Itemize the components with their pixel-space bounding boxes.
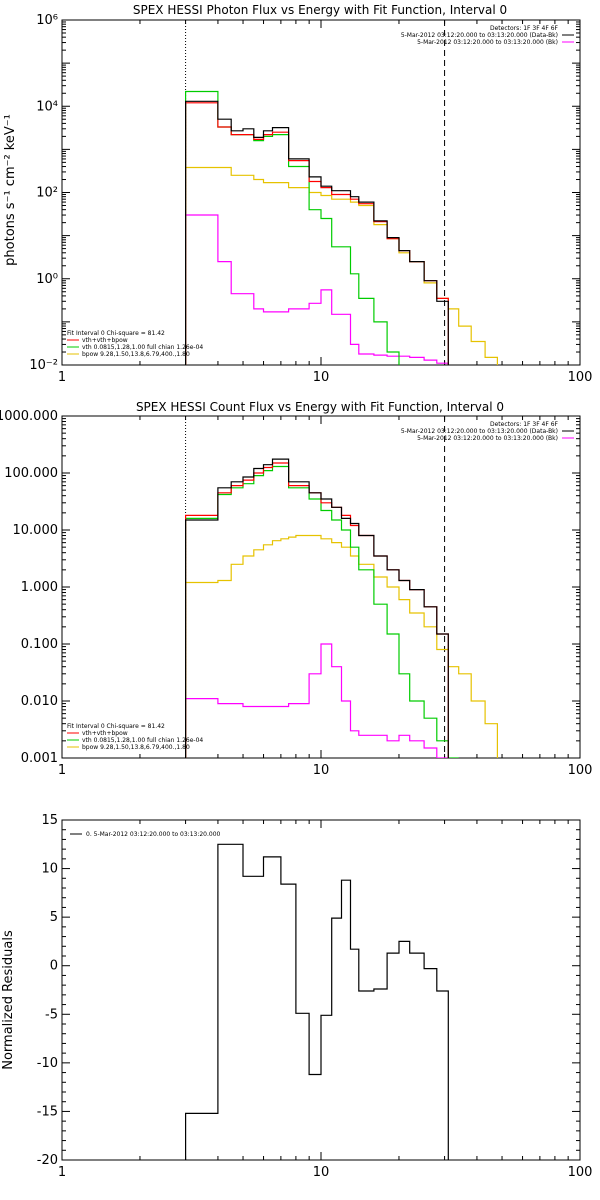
series-vth [185, 90, 411, 365]
legend-entry: vth+vth+bpow [82, 337, 128, 344]
photon-flux-panel: SPEX HESSI Photon Flux vs Energy with Fi… [3, 3, 592, 385]
photon-flux-title: SPEX HESSI Photon Flux vs Energy with Fi… [133, 3, 507, 17]
y-tick-label: 10⁶ [36, 13, 58, 28]
residuals-panel: Normalized Residuals 1 10 100 -20 -15 -10 -5 0 5… [1, 813, 592, 1180]
series-vth [185, 465, 459, 758]
y-tick-label: 0.100 [21, 637, 58, 652]
x-tick-label: 100 [568, 763, 593, 778]
x-tick-label: 100 [568, 1165, 593, 1180]
legend-entry: 0. 5-Mar-2012 03:12:20.000 to 03:13:20.0… [86, 831, 221, 838]
legend-entry: 5-Mar-2012 03:12:20.000 to 03:13:20.000 … [401, 32, 558, 39]
y-tick-label: 10⁻² [29, 358, 58, 373]
legend-entry: 5-Mar-2012 03:12:20.000 to 03:13:20.000 … [417, 435, 558, 442]
plot-frame [61, 819, 581, 1161]
series-vth-vth-bpow [185, 462, 449, 758]
x-tick-label: 10 [313, 370, 330, 385]
legend-entry: Detectors: 1F 3F 4F 6F [490, 25, 559, 32]
legend-entry: bpow 9.28,1.50,13.8,6.79,400.,1.80 [82, 744, 190, 751]
series-bpow [185, 534, 498, 758]
legend-entry: vth 0.0815,1.28,1.00 full chian 1.26e-04 [82, 737, 203, 744]
x-tick-label: 100 [568, 370, 593, 385]
y-tick-label: -10 [37, 1056, 58, 1071]
series-data-bk [185, 100, 449, 365]
x-tick-label: 1 [58, 763, 66, 778]
y-tick-label: 10⁴ [36, 99, 58, 114]
x-tick-label: 10 [313, 763, 330, 778]
legend-entry: Detectors: 1F 3F 4F 6F [490, 421, 559, 428]
series-vth2 [185, 643, 449, 758]
series-vth-vth-bpow [185, 102, 449, 365]
y-tick-label: 10⁰ [36, 272, 58, 287]
y-tick-label: 15 [41, 813, 58, 828]
series-vth2 [185, 214, 449, 365]
legend-entry: Fit Interval 0 Chi-square = 81.42 [67, 723, 165, 730]
series-group [185, 458, 498, 758]
series-data-bk [185, 458, 449, 758]
legend-entry: Fit Interval 0 Chi-square = 81.42 [67, 330, 165, 337]
y-tick-label: 0.001 [21, 751, 58, 766]
legend-entry: 5-Mar-2012 03:12:20.000 to 03:13:20.000 … [401, 428, 558, 435]
count-flux-panel: SPEX HESSI Count Flux vs Energy with Fit… [0, 400, 592, 778]
y-tick-label: 5 [50, 910, 58, 925]
y-tick-label: 1000.000 [0, 409, 58, 424]
legend-entry: vth+vth+bpow [82, 730, 128, 737]
y-tick-label: -20 [37, 1153, 58, 1168]
legend-entry: vth 0.0815,1.28,1.00 full chian 1.26e-04 [82, 344, 203, 351]
series-group [185, 90, 498, 365]
y-tick-label: 10.000 [13, 523, 59, 538]
legend-entry: 5-Mar-2012 03:12:20.000 to 03:13:20.000 … [417, 39, 558, 46]
count-flux-title: SPEX HESSI Count Flux vs Energy with Fit… [136, 400, 504, 414]
plot-frame [61, 415, 581, 759]
x-tick-label: 1 [58, 1165, 66, 1180]
y-tick-label: 0 [50, 959, 58, 974]
legend-entry: bpow 9.28,1.50,13.8,6.79,400.,1.80 [82, 351, 190, 358]
x-tick-label: 1 [58, 370, 66, 385]
y-tick-label: 10 [41, 862, 58, 877]
x-tick-label: 10 [313, 1165, 330, 1180]
y-tick-label: -5 [45, 1007, 58, 1022]
y-tick-label: 0.010 [21, 694, 58, 709]
series-bpow [185, 166, 498, 365]
y-tick-label: -15 [37, 1104, 58, 1119]
y-tick-label: 10² [36, 186, 58, 201]
residuals-ylabel: Normalized Residuals [1, 930, 16, 1070]
y-tick-label: 1.000 [21, 580, 58, 595]
series-residuals [185, 843, 449, 1160]
photon-flux-ylabel: photons s⁻¹ cm⁻² keV⁻¹ [3, 114, 18, 266]
series-group [185, 843, 449, 1160]
y-tick-label: 100.000 [4, 466, 58, 481]
